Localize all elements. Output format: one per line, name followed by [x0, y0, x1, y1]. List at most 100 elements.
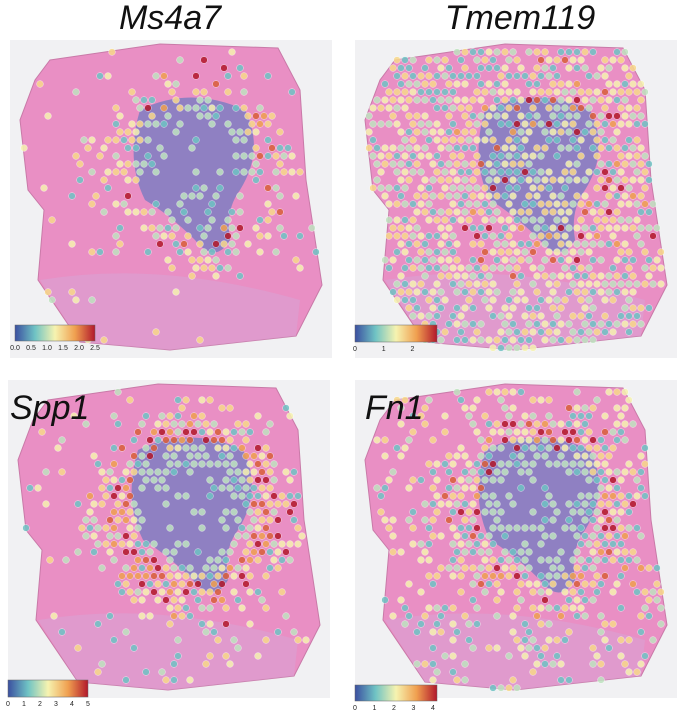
spot	[158, 668, 166, 676]
spot	[577, 280, 585, 288]
colorbar-tick-label: 4	[431, 705, 435, 712]
spot	[609, 280, 617, 288]
spot	[553, 460, 561, 468]
spot	[545, 636, 553, 644]
spot	[613, 112, 621, 120]
spot	[557, 272, 565, 280]
spot	[625, 184, 633, 192]
spot	[521, 540, 529, 548]
spot	[641, 588, 649, 596]
spot	[513, 344, 521, 352]
spot	[505, 72, 513, 80]
spot	[208, 104, 216, 112]
spot	[286, 476, 294, 484]
spot	[541, 420, 549, 428]
spot	[581, 532, 589, 540]
spot	[541, 516, 549, 524]
spot	[393, 396, 401, 404]
white-matter	[40, 273, 300, 350]
spot	[232, 232, 240, 240]
spot	[549, 500, 557, 508]
spot	[533, 644, 541, 652]
spot	[625, 280, 633, 288]
spot	[621, 64, 629, 72]
spot	[565, 112, 573, 120]
spot	[521, 344, 529, 352]
spot	[465, 508, 473, 516]
spot	[561, 232, 569, 240]
spot	[605, 516, 613, 524]
spot	[569, 248, 577, 256]
spot	[637, 224, 645, 232]
spot	[84, 144, 92, 152]
spot	[585, 444, 593, 452]
spot	[633, 668, 641, 676]
spot	[262, 524, 270, 532]
spot	[509, 336, 517, 344]
spot	[154, 484, 162, 492]
spot	[433, 136, 441, 144]
spot	[581, 48, 589, 56]
spot	[445, 96, 453, 104]
spot	[254, 444, 262, 452]
spot	[513, 168, 521, 176]
spot	[409, 232, 417, 240]
spot	[425, 312, 433, 320]
spot	[242, 436, 250, 444]
spot	[106, 484, 114, 492]
spot	[469, 160, 477, 168]
spot	[577, 136, 585, 144]
spot	[533, 144, 541, 152]
spot	[425, 540, 433, 548]
spot	[465, 412, 473, 420]
spot	[82, 516, 90, 524]
spot	[557, 436, 565, 444]
spot	[162, 452, 170, 460]
spot	[308, 224, 316, 232]
spot	[190, 460, 198, 468]
spot	[493, 388, 501, 396]
spot	[453, 388, 461, 396]
spot	[449, 668, 457, 676]
spot	[184, 248, 192, 256]
spot	[569, 556, 577, 564]
spot	[290, 468, 298, 476]
spot	[254, 508, 262, 516]
spot	[158, 476, 166, 484]
spot	[397, 240, 405, 248]
spot	[441, 104, 449, 112]
spot	[569, 604, 577, 612]
spot	[425, 264, 433, 272]
spot	[437, 500, 445, 508]
spot	[210, 596, 218, 604]
spot	[453, 128, 461, 136]
spot	[477, 468, 485, 476]
spot	[525, 128, 533, 136]
spot	[617, 524, 625, 532]
spot	[489, 344, 497, 352]
spot	[489, 248, 497, 256]
spot	[585, 492, 593, 500]
spot	[240, 168, 248, 176]
spot	[573, 500, 581, 508]
spot	[198, 604, 206, 612]
spot	[589, 96, 597, 104]
spot	[489, 168, 497, 176]
spot	[477, 320, 485, 328]
spot	[449, 280, 457, 288]
spot	[597, 176, 605, 184]
spot	[589, 436, 597, 444]
spot	[473, 264, 481, 272]
spot	[220, 64, 228, 72]
spot	[449, 120, 457, 128]
spot	[481, 492, 489, 500]
spot	[218, 596, 226, 604]
spot	[76, 176, 84, 184]
spot	[609, 184, 617, 192]
spot	[593, 216, 601, 224]
spot	[226, 436, 234, 444]
spot	[509, 144, 517, 152]
spot	[278, 540, 286, 548]
spot	[513, 588, 521, 596]
spot	[393, 152, 401, 160]
